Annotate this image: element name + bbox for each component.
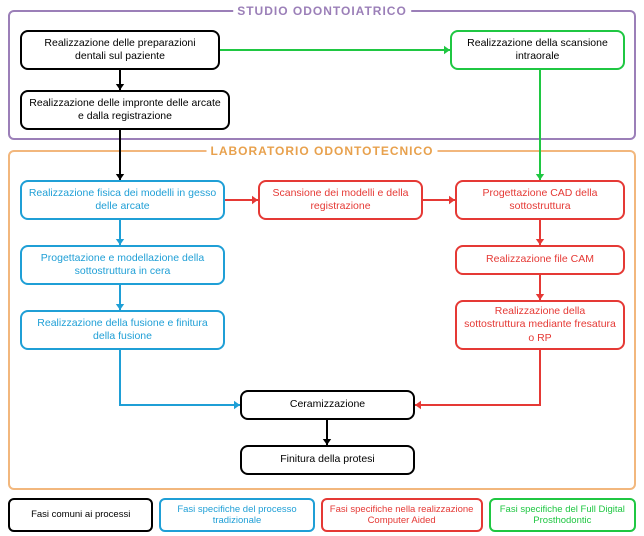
section-lab-title: LABORATORIO ODONTOTECNICO [207,144,438,158]
legend-traditional: Fasi specifiche del processo tradizional… [159,498,314,532]
node-gesso: Realizzazione fisica dei modelli in gess… [20,180,225,220]
node-cam: Realizzazione file CAM [455,245,625,275]
node-finitura: Finitura della protesi [240,445,415,475]
node-scan-intra: Realizzazione della scansione intraorale [450,30,625,70]
node-ceram: Ceramizzazione [240,390,415,420]
node-cera: Progettazione e modellazione della sotto… [20,245,225,285]
node-cad: Progettazione CAD della sottostruttura [455,180,625,220]
legend: Fasi comuni ai processi Fasi specifiche … [8,498,636,532]
node-prep: Realizzazione delle preparazioni dentali… [20,30,220,70]
node-fusione: Realizzazione della fusione e finitura d… [20,310,225,350]
legend-digital: Fasi specifiche del Full Digital Prostho… [489,498,636,532]
section-studio-title: STUDIO ODONTOIATRICO [233,4,411,18]
node-impronte: Realizzazione delle impronte delle arcat… [20,90,230,130]
node-scan-mod: Scansione dei modelli e della registrazi… [258,180,423,220]
legend-common: Fasi comuni ai processi [8,498,153,532]
legend-cad: Fasi specifiche nella realizzazione Comp… [321,498,483,532]
node-fresatura: Realizzazione della sottostruttura media… [455,300,625,350]
